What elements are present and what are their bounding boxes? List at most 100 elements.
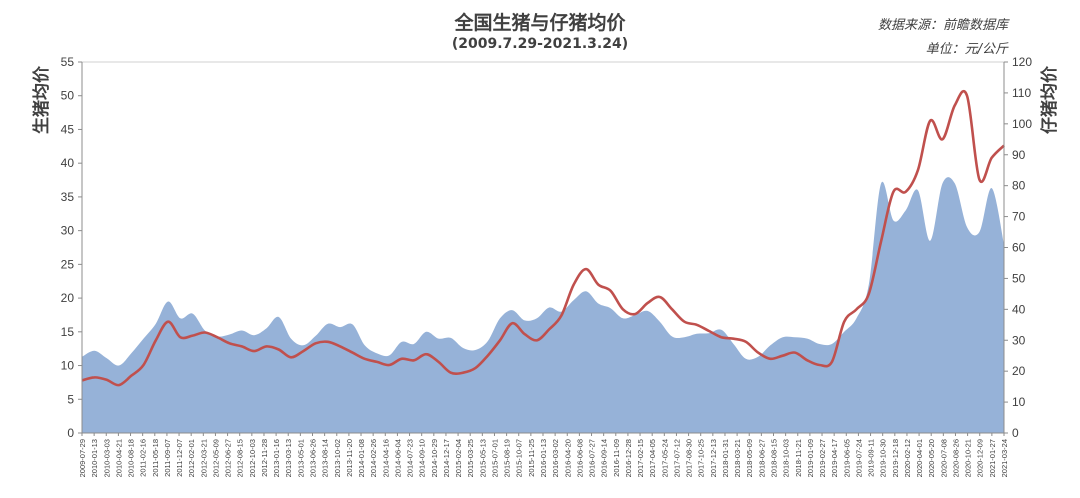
x-tick-label: 2017-12-13 [709, 439, 718, 477]
x-tick-label: 2019-01-09 [806, 439, 815, 477]
x-tick-label: 2017-08-30 [685, 439, 694, 477]
x-tick-label: 2016-01-13 [539, 439, 548, 477]
x-tick-label: 2011-12-07 [175, 439, 184, 477]
y-right-tick-label: 0 [1012, 426, 1019, 440]
y-right-title: 仔猪均价 [1039, 65, 1060, 134]
x-tick-label: 2013-01-16 [272, 439, 281, 477]
y-right-tick-label: 120 [1012, 55, 1032, 69]
x-tick-label: 2012-11-28 [260, 439, 269, 477]
y-right-tick-label: 10 [1012, 395, 1026, 409]
x-tick-label: 2015-10-07 [515, 439, 524, 477]
y-left-tick-label: 20 [61, 291, 75, 305]
x-tick-label: 2009-07-29 [78, 439, 87, 477]
x-tick-label: 2016-04-20 [563, 439, 572, 477]
x-tick-label: 2011-02-16 [139, 439, 148, 477]
x-tick-label: 2020-07-08 [939, 439, 948, 477]
x-tick-label: 2010-08-18 [127, 439, 136, 477]
x-tick-label: 2019-12-18 [891, 439, 900, 477]
y-left-tick-label: 0 [67, 426, 74, 440]
x-tick-label: 2014-12-17 [442, 439, 451, 477]
x-tick-label: 2011-05-18 [151, 439, 160, 477]
x-tick-label: 2015-05-13 [478, 439, 487, 477]
x-tick-label: 2013-06-26 [309, 439, 318, 477]
y-left-tick-label: 5 [67, 392, 74, 406]
x-tick-label: 2010-03-03 [102, 439, 111, 477]
x-tick-label: 2017-02-15 [636, 439, 645, 477]
x-tick-label: 2017-10-25 [697, 439, 706, 477]
x-tick-label: 2016-09-14 [600, 439, 609, 477]
x-tick-label: 2015-08-19 [503, 439, 512, 477]
x-tick-label: 2014-07-23 [406, 439, 415, 477]
x-tick-label: 2014-10-29 [430, 439, 439, 477]
x-tick-label: 2019-10-30 [879, 439, 888, 477]
x-tick-label: 2018-05-09 [745, 439, 754, 477]
x-tick-label: 2018-01-31 [721, 439, 730, 477]
x-tick-label: 2015-07-01 [490, 439, 499, 477]
x-tick-label: 2012-10-03 [248, 439, 257, 477]
x-tick-label: 2010-01-13 [90, 439, 99, 477]
y-left-tick-label: 35 [61, 190, 75, 204]
y-right-tick-label: 90 [1012, 148, 1026, 162]
x-tick-label: 2013-03-13 [284, 439, 293, 477]
x-tick-label: 2010-04-21 [114, 439, 123, 477]
x-tick-label: 2019-06-05 [842, 439, 851, 477]
x-tick-label: 2014-09-10 [418, 439, 427, 477]
data-source-note: 数据来源：前瞻数据库 [877, 18, 1008, 33]
y-left-tick-label: 45 [61, 122, 75, 136]
series-line-piglet-price [81, 89, 1005, 387]
x-tick-label: 2012-06-27 [224, 439, 233, 477]
x-tick-label: 2012-03-21 [199, 439, 208, 477]
x-tick-label: 2020-04-01 [915, 439, 924, 477]
y-right-tick-label: 110 [1012, 86, 1031, 100]
x-tick-label: 2018-08-15 [770, 439, 779, 477]
chart-title: 全国生猪与仔猪均价 [454, 12, 626, 34]
y-left-tick-label: 55 [61, 55, 75, 69]
x-tick-label: 2018-10-03 [782, 439, 791, 477]
x-tick-label: 2015-03-25 [466, 439, 475, 477]
x-tick-label: 2011-09-07 [163, 439, 172, 477]
x-tick-label: 2020-10-21 [964, 439, 973, 477]
x-tick-label: 2014-06-04 [393, 439, 402, 477]
x-tick-label: 2019-09-11 [867, 439, 876, 477]
x-tick-label: 2020-02-12 [903, 439, 912, 477]
x-tick-label: 2015-11-25 [527, 439, 536, 477]
y-right-tick-label: 80 [1012, 179, 1026, 193]
x-tick-label: 2013-08-14 [321, 439, 330, 477]
x-tick-label: 2018-06-27 [757, 439, 766, 477]
x-tick-label: 2016-11-09 [612, 439, 621, 477]
x-tick-label: 2017-07-12 [672, 439, 681, 477]
x-tick-label: 2020-08-26 [951, 439, 960, 477]
x-tick-label: 2016-03-02 [551, 439, 560, 477]
x-tick-label: 2013-05-01 [296, 439, 305, 477]
x-tick-label: 2021-03-24 [1000, 439, 1009, 477]
unit-note: 单位：元/公斤 [925, 42, 1008, 57]
x-tick-label: 2017-05-24 [660, 439, 669, 477]
y-right-tick-label: 20 [1012, 364, 1026, 378]
chart-subtitle: (2009.7.29-2021.3.24) [451, 36, 629, 52]
plot-area: 0 5 10 15 20 25 30 35 40 45 50 55 0 10 20 30 40 50 60 70 80 9… [61, 55, 1033, 477]
x-tick-label: 2020-05-20 [927, 439, 936, 477]
x-tick-label: 2020-12-09 [976, 439, 985, 477]
x-tick-label: 2012-08-15 [236, 439, 245, 477]
y-left-tick-label: 40 [61, 156, 75, 170]
x-tick-label: 2013-10-02 [333, 439, 342, 477]
x-tick-label: 2019-07-24 [854, 439, 863, 477]
x-tick-label: 2013-11-20 [345, 439, 354, 477]
y-left-tick-label: 10 [61, 359, 75, 373]
x-tick-label: 2014-01-08 [357, 439, 366, 477]
y-right-tick-label: 60 [1012, 241, 1026, 255]
y-left-title: 生猪均价 [31, 65, 52, 134]
y-right-tick-label: 100 [1012, 117, 1032, 131]
x-tick-label: 2016-07-27 [588, 439, 597, 477]
x-tick-label: 2012-05-09 [211, 439, 220, 477]
x-tick-label: 2016-06-08 [575, 439, 584, 477]
x-tick-label: 2016-12-28 [624, 439, 633, 477]
x-tick-label: 2012-02-01 [187, 439, 196, 477]
x-tick-label: 2017-04-05 [648, 439, 657, 477]
x-tick-label: 2014-04-16 [381, 439, 390, 477]
x-tick-label: 2014-02-26 [369, 439, 378, 477]
x-tick-label: 2018-11-21 [794, 439, 803, 477]
y-right-tick-label: 40 [1012, 302, 1026, 316]
y-right-tick-label: 70 [1012, 210, 1026, 224]
